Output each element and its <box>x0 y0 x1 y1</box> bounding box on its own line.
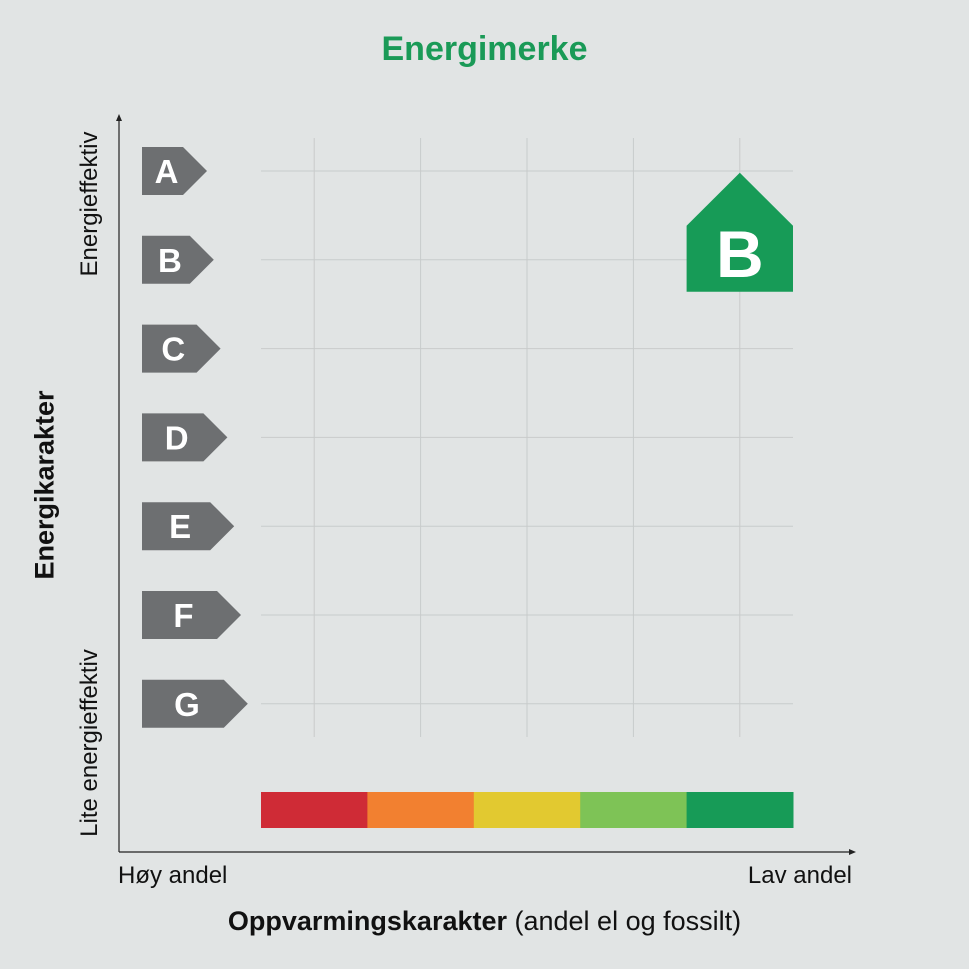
heating-color-segment <box>473 792 581 828</box>
energy-grade-arrow <box>142 235 214 284</box>
y-axis-label: Energikarakter <box>29 390 60 580</box>
x-axis-label-rest: (andel el og fossilt) <box>507 906 742 936</box>
x-axis-label-bold: Oppvarmingskarakter <box>227 906 507 936</box>
energy-grade-arrow <box>142 679 248 728</box>
heating-color-segment <box>367 792 475 828</box>
heating-color-segment <box>686 792 794 828</box>
energy-grade-label: B <box>158 242 182 279</box>
y-axis-arrow <box>116 114 122 121</box>
energy-grade-label: D <box>165 419 189 456</box>
x-axis-right-label: Lav andel <box>747 862 852 889</box>
heating-color-segment <box>261 792 368 828</box>
energy-grade-arrow <box>142 413 228 462</box>
x-axis-label: Oppvarmingskarakter (andel el og fossilt… <box>0 906 969 937</box>
energy-grade-label: F <box>173 597 193 634</box>
result-grade-label: B <box>716 217 764 291</box>
energy-grade-label: G <box>174 686 200 723</box>
energy-grade-arrow <box>142 591 241 639</box>
x-axis-left-label: Høy andel <box>118 862 228 889</box>
energy-grade-arrow <box>142 324 221 373</box>
heating-color-segment <box>580 792 688 828</box>
energy-grade-arrow <box>142 502 235 551</box>
result-house-marker <box>686 172 793 292</box>
y-axis-bottom-label: Lite energieffektiv <box>76 649 103 837</box>
energy-grade-label: C <box>161 331 185 368</box>
y-axis-top-label: Energieffektiv <box>76 131 103 277</box>
energy-grade-label: E <box>169 508 191 545</box>
energy-grade-arrow <box>142 147 207 195</box>
x-axis-arrow <box>849 849 856 855</box>
energy-grade-label: A <box>155 153 179 190</box>
chart-title: Energimerke <box>381 30 588 68</box>
